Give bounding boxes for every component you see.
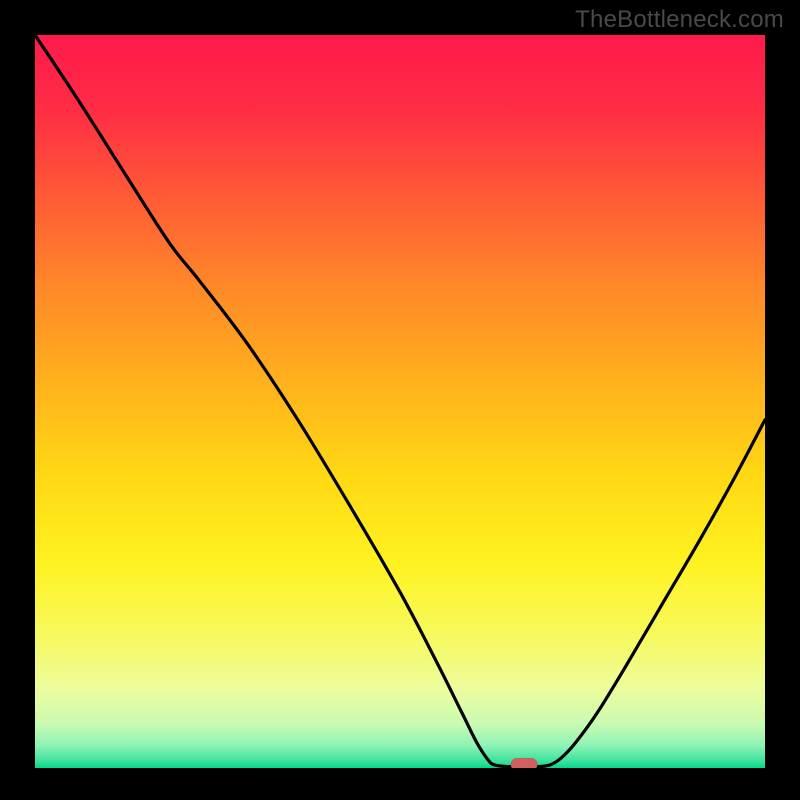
chart-frame: TheBottleneck.com (0, 0, 800, 800)
watermark-text: TheBottleneck.com (575, 6, 784, 34)
optimum-marker (35, 35, 765, 768)
plot-area (35, 35, 765, 768)
